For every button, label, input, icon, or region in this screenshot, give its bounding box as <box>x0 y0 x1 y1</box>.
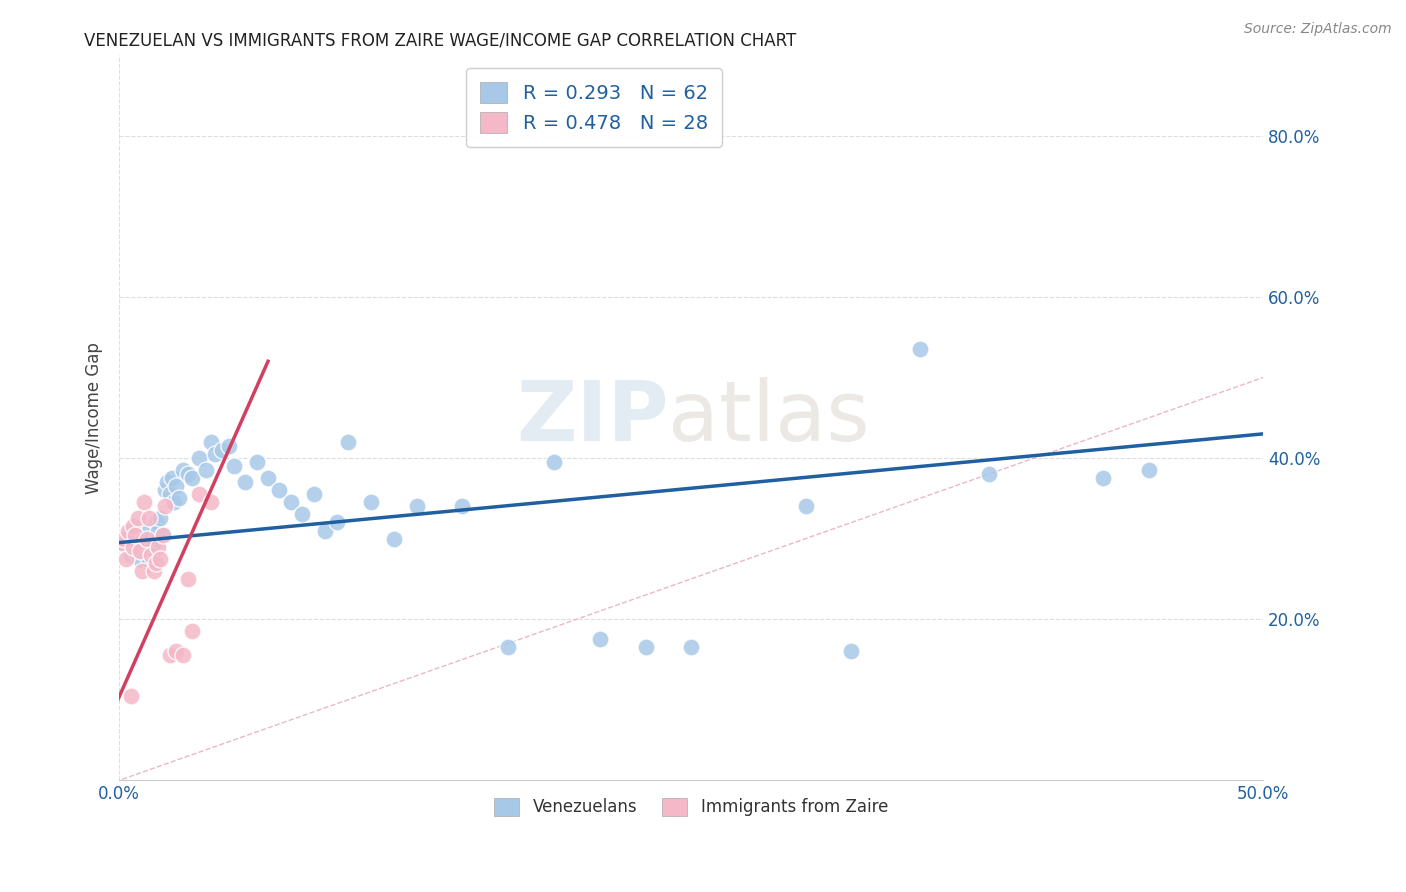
Point <box>211 442 233 457</box>
Point <box>117 527 139 541</box>
Point <box>110 535 132 549</box>
Point <box>204 447 226 461</box>
Point <box>360 495 382 509</box>
Point <box>382 532 405 546</box>
Point <box>127 535 149 549</box>
Point <box>145 556 167 570</box>
Point <box>302 487 325 501</box>
Point <box>115 532 138 546</box>
Point <box>269 483 291 498</box>
Point <box>131 532 153 546</box>
Point <box>280 495 302 509</box>
Point <box>1137 463 1160 477</box>
Point <box>1092 471 1115 485</box>
Point <box>167 491 190 506</box>
Point <box>112 532 135 546</box>
Point <box>141 543 163 558</box>
Point <box>172 463 194 477</box>
Point <box>122 540 145 554</box>
Point <box>124 540 146 554</box>
Point <box>149 511 172 525</box>
Point <box>146 540 169 554</box>
Point <box>681 640 703 655</box>
Point <box>325 516 347 530</box>
Point <box>181 624 204 639</box>
Point <box>122 524 145 538</box>
Legend: Venezuelans, Immigrants from Zaire: Venezuelans, Immigrants from Zaire <box>485 788 898 826</box>
Point <box>153 500 176 514</box>
Point <box>177 467 200 482</box>
Point <box>195 463 218 477</box>
Point <box>188 487 211 501</box>
Point <box>233 475 256 490</box>
Point <box>160 471 183 485</box>
Text: atlas: atlas <box>668 377 870 458</box>
Point <box>138 511 160 525</box>
Point <box>138 551 160 566</box>
Point <box>166 644 188 658</box>
Point <box>153 483 176 498</box>
Point <box>163 495 186 509</box>
Point <box>634 640 657 655</box>
Point <box>142 535 165 549</box>
Point <box>159 487 181 501</box>
Point <box>120 548 142 562</box>
Text: ZIP: ZIP <box>516 377 668 458</box>
Point <box>794 500 817 514</box>
Point <box>127 511 149 525</box>
Point <box>117 524 139 538</box>
Point <box>142 564 165 578</box>
Point <box>128 551 150 566</box>
Point <box>135 540 157 554</box>
Point <box>156 475 179 490</box>
Point <box>589 632 612 647</box>
Point <box>200 495 222 509</box>
Point <box>245 455 267 469</box>
Point <box>166 479 188 493</box>
Point <box>222 458 245 473</box>
Point <box>200 434 222 449</box>
Point <box>908 343 931 357</box>
Point <box>145 516 167 530</box>
Point <box>131 564 153 578</box>
Point <box>977 467 1000 482</box>
Point <box>124 543 146 558</box>
Point <box>146 524 169 538</box>
Point <box>122 519 145 533</box>
Point <box>181 471 204 485</box>
Point <box>172 648 194 663</box>
Point <box>543 455 565 469</box>
Point <box>257 471 280 485</box>
Point <box>141 548 163 562</box>
Point <box>112 535 135 549</box>
Point <box>159 648 181 663</box>
Point <box>405 500 427 514</box>
Point <box>120 689 142 703</box>
Point <box>496 640 519 655</box>
Y-axis label: Wage/Income Gap: Wage/Income Gap <box>86 342 103 493</box>
Point <box>177 572 200 586</box>
Point <box>188 450 211 465</box>
Text: Source: ZipAtlas.com: Source: ZipAtlas.com <box>1244 22 1392 37</box>
Point <box>124 527 146 541</box>
Point <box>134 524 156 538</box>
Point <box>115 551 138 566</box>
Point <box>134 495 156 509</box>
Point <box>451 500 474 514</box>
Point <box>135 532 157 546</box>
Point <box>152 527 174 541</box>
Point <box>337 434 360 449</box>
Point <box>218 439 240 453</box>
Point <box>131 543 153 558</box>
Point <box>149 551 172 566</box>
Text: VENEZUELAN VS IMMIGRANTS FROM ZAIRE WAGE/INCOME GAP CORRELATION CHART: VENEZUELAN VS IMMIGRANTS FROM ZAIRE WAGE… <box>84 31 797 49</box>
Point <box>314 524 336 538</box>
Point <box>291 508 314 522</box>
Point <box>841 644 863 658</box>
Point <box>128 543 150 558</box>
Point <box>152 527 174 541</box>
